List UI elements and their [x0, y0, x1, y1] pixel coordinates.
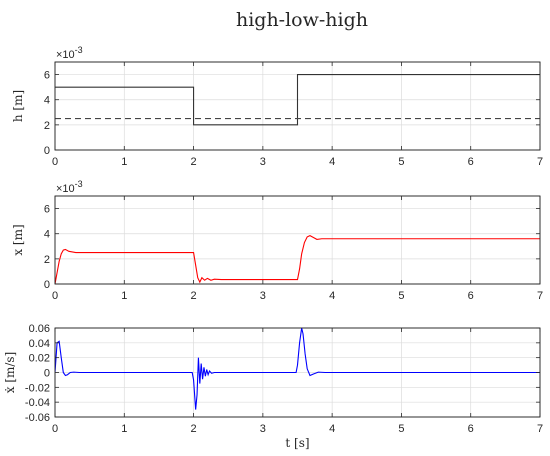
y-exponent-label: ×10-3	[56, 179, 83, 195]
subplot-1: 0 1 2 3 4 5 6 7 0 2 4 6 ×10-3 h [m]	[11, 45, 543, 168]
subplot-3: 0 1 2 3 4 5 6 7 -0.06 -0.04 -0.02 0 0.02 0.04 0.06 ẋ [m…	[3, 323, 543, 450]
plot-frame	[54, 61, 541, 151]
x-tick-label: 5	[398, 423, 404, 435]
x-tick-label: 0	[52, 290, 58, 302]
series-line-1	[55, 74, 540, 126]
x-tick-label: 4	[329, 423, 335, 435]
x-tick-label: 2	[191, 290, 197, 302]
y-exponent-power: -3	[75, 179, 83, 189]
x-tick-label: 2	[191, 423, 197, 435]
y-exponent-power: -3	[75, 45, 83, 55]
x-tick-label: 3	[260, 423, 266, 435]
y-tick-label: 0	[44, 145, 50, 157]
x-tick-label: 6	[468, 423, 474, 435]
y-exponent-label: ×10-3	[56, 45, 83, 61]
y-tick-label: 0.06	[29, 323, 50, 335]
subplot-2: 0 1 2 3 4 5 6 7 0 2 4 6 ×10-3 x [m]	[11, 179, 543, 302]
y-tick-label: 6	[44, 204, 50, 216]
y-tick-label: 2	[44, 254, 50, 266]
x-tick-label: 0	[52, 156, 58, 168]
x-tick-label: 6	[468, 290, 474, 302]
plot-area	[54, 195, 541, 285]
y-axis-label: ẋ [m/s]	[3, 352, 17, 394]
chart-title: high-low-high	[236, 9, 368, 31]
x-tick-label: 7	[537, 290, 543, 302]
y-tick-label: -0.02	[25, 382, 50, 394]
x-tick-label: 6	[468, 156, 474, 168]
y-tick-label: 2	[44, 120, 50, 132]
y-tick-label: 0	[44, 279, 50, 291]
x-tick-label: 1	[121, 290, 127, 302]
plot-frame	[54, 195, 541, 285]
x-tick-label: 7	[537, 156, 543, 168]
x-tick-label: 0	[52, 423, 58, 435]
y-tick-label: 0.02	[29, 353, 50, 365]
x-tick-label: 1	[121, 156, 127, 168]
x-tick-label: 2	[191, 156, 197, 168]
y-axis-label: x [m]	[11, 224, 25, 255]
y-tick-label: 0	[44, 368, 50, 380]
y-tick-label: 4	[44, 229, 50, 241]
series-line-1	[55, 328, 540, 410]
x-tick-label: 3	[260, 290, 266, 302]
subplot-group: 0 1 2 3 4 5 6 7 0 2 4 6 ×10-3 h [m] 0 1 2 3 4 5 6 7 0 2 4 6 ×10-3 x…	[3, 45, 543, 450]
y-tick-label: -0.04	[25, 397, 50, 409]
x-tick-label: 7	[537, 423, 543, 435]
y-tick-label: 4	[44, 95, 50, 107]
series-line-1	[55, 234, 540, 284]
x-tick-label: 5	[398, 290, 404, 302]
x-tick-label: 4	[329, 290, 335, 302]
x-tick-label: 3	[260, 156, 266, 168]
y-tick-label: 6	[44, 70, 50, 82]
x-tick-label: 1	[121, 423, 127, 435]
x-tick-label: 4	[329, 156, 335, 168]
y-tick-label: -0.06	[25, 412, 50, 424]
x-axis-label: t [s]	[285, 436, 309, 450]
x-tick-label: 5	[398, 156, 404, 168]
y-tick-label: 0.04	[29, 338, 50, 350]
y-axis-label: h [m]	[11, 90, 25, 122]
